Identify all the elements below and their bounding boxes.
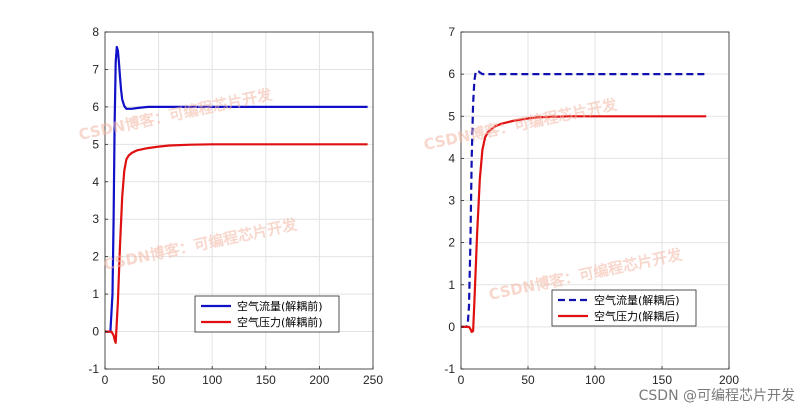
y-tick-label: 7 (92, 62, 99, 76)
x-tick-label: 250 (363, 373, 383, 387)
x-tick-label: 100 (585, 373, 605, 387)
y-tick-label: -1 (444, 362, 455, 376)
y-tick-label: 2 (448, 236, 455, 250)
x-tick-label: 50 (521, 373, 535, 387)
y-tick-label: 4 (448, 151, 455, 165)
y-tick-label: 0 (92, 325, 99, 339)
x-tick-label: 150 (652, 373, 672, 387)
x-tick-label: 100 (202, 373, 222, 387)
y-tick-label: 5 (92, 137, 99, 151)
series-line-0 (105, 45, 368, 333)
y-tick-label: 6 (92, 100, 99, 114)
x-tick-label: 0 (458, 373, 465, 387)
y-tick-label: 5 (448, 109, 455, 123)
series-line-0 (461, 69, 707, 328)
y-tick-label: 3 (92, 212, 99, 226)
y-tick-label: 1 (448, 278, 455, 292)
y-tick-label: 1 (92, 287, 99, 301)
legend-label-0: 空气流量(解耦前) (237, 299, 323, 313)
x-tick-label: 50 (152, 373, 166, 387)
series-line-1 (461, 115, 707, 333)
y-tick-label: 4 (92, 175, 99, 189)
x-tick-label: 0 (102, 373, 109, 387)
legend-label-0: 空气流量(解耦后) (594, 293, 680, 307)
y-tick-label: 7 (448, 25, 455, 39)
y-tick-label: 6 (448, 67, 455, 81)
axes-box (104, 31, 374, 370)
y-tick-label: 8 (92, 25, 99, 39)
x-tick-label: 200 (309, 373, 329, 387)
chart-left: 0 50 100 150 200 250-1012345678空气流量(解耦前)空气压力(… (88, 25, 383, 387)
legend-label-1: 空气压力(解耦后) (594, 309, 680, 323)
legend-box (551, 289, 697, 327)
legend-label-1: 空气压力(解耦前) (237, 315, 323, 329)
x-tick-label: 150 (256, 373, 276, 387)
x-tick-label: 200 (719, 373, 739, 387)
csdn-footer: CSDN @可编程芯片开发 (639, 388, 795, 404)
legend-box (194, 295, 340, 333)
y-tick-label: 0 (448, 320, 455, 334)
y-tick-label: 3 (448, 194, 455, 208)
y-tick-label: -1 (88, 362, 99, 376)
series-line-1 (105, 143, 368, 344)
y-tick-label: 2 (92, 250, 99, 264)
